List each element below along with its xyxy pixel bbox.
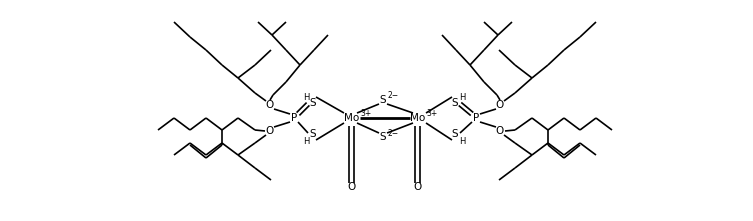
Text: P: P: [291, 113, 297, 123]
Text: O: O: [266, 126, 274, 136]
Text: S: S: [309, 129, 316, 139]
Text: 2−: 2−: [388, 128, 399, 137]
Text: O: O: [266, 100, 274, 110]
Text: H: H: [459, 137, 465, 145]
Text: O: O: [496, 126, 504, 136]
Text: S: S: [452, 129, 459, 139]
Text: O: O: [414, 182, 422, 192]
Text: 3+: 3+: [426, 109, 437, 118]
Text: H: H: [459, 93, 465, 103]
Text: S: S: [380, 132, 386, 142]
Text: Mo: Mo: [344, 113, 360, 123]
Text: 3+: 3+: [360, 109, 371, 118]
Text: O: O: [496, 100, 504, 110]
Text: O: O: [348, 182, 356, 192]
Text: Mo: Mo: [410, 113, 425, 123]
Text: H: H: [303, 93, 309, 103]
Text: 2−: 2−: [388, 91, 399, 101]
Text: S: S: [309, 98, 316, 108]
Text: P: P: [473, 113, 479, 123]
Text: H: H: [303, 137, 309, 145]
Text: S: S: [380, 95, 386, 105]
Text: S: S: [452, 98, 459, 108]
